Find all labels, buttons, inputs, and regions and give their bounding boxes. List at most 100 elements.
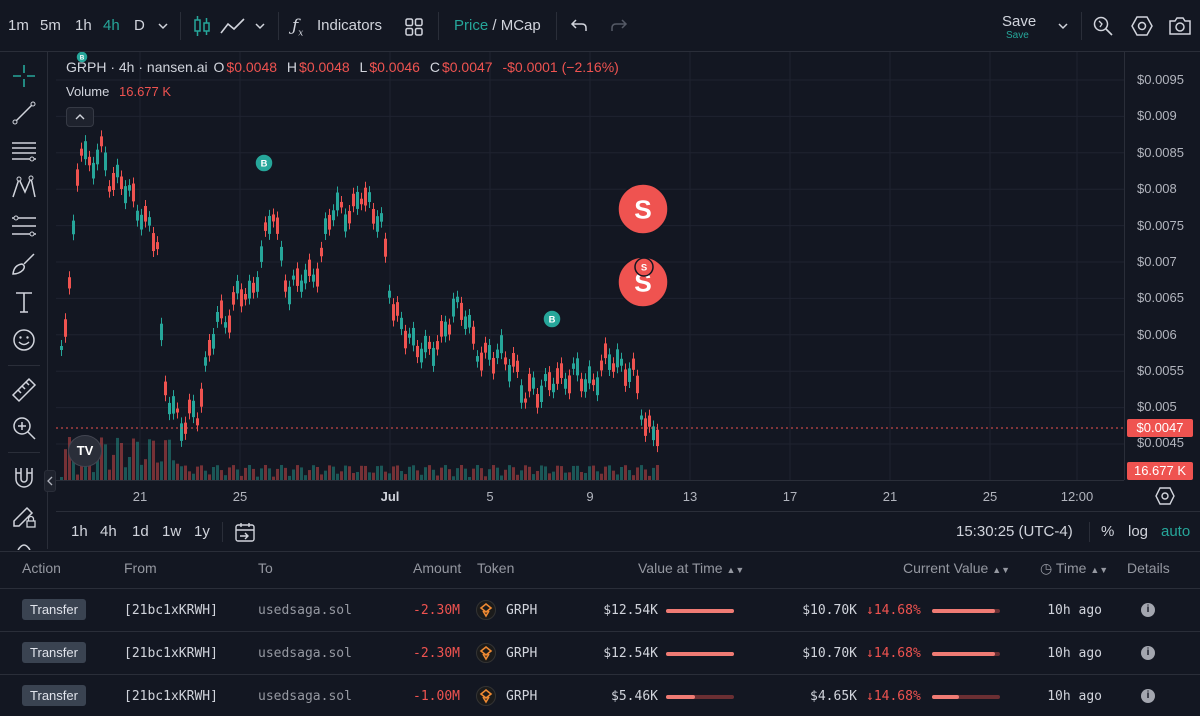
chevron-down-icon[interactable] <box>157 20 169 32</box>
range-1h[interactable]: 1h <box>71 523 88 540</box>
range-1y[interactable]: 1y <box>194 523 210 540</box>
candle <box>592 379 595 386</box>
volume-bar <box>212 466 215 480</box>
camera-icon[interactable] <box>1168 16 1192 36</box>
info-icon[interactable]: i <box>1141 646 1155 660</box>
token-symbol[interactable]: GRPH <box>506 603 538 618</box>
time-tick: 25 <box>982 489 998 504</box>
quick-search-icon[interactable] <box>1092 15 1114 37</box>
info-icon[interactable]: i <box>1141 603 1155 617</box>
pattern-icon[interactable] <box>10 174 38 202</box>
auto-scale-toggle[interactable]: auto <box>1161 523 1191 540</box>
interval-5m[interactable]: 5m <box>40 17 61 34</box>
transfer-action-button[interactable]: Transfer <box>22 642 86 663</box>
collapse-legend-button[interactable] <box>66 107 94 127</box>
candle <box>476 356 479 362</box>
volume-bar <box>164 440 167 480</box>
range-4h[interactable]: 4h <box>100 523 117 540</box>
candles-icon[interactable] <box>192 15 212 37</box>
current-value-bar <box>932 652 1000 656</box>
emoji-icon[interactable] <box>10 326 38 354</box>
chart-settings-icon[interactable] <box>1155 486 1175 506</box>
time-axis[interactable]: 21 25 Jul 5 9 13 17 21 25 12:00 <box>56 480 1124 510</box>
to-address[interactable]: usedsaga.sol <box>258 603 352 618</box>
tradingview-logo[interactable]: TV <box>68 435 102 467</box>
percent-scale-toggle[interactable]: % <box>1101 523 1115 540</box>
transfer-action-button[interactable]: Transfer <box>22 685 86 706</box>
candle <box>224 322 227 328</box>
zoom-in-icon[interactable] <box>10 414 38 442</box>
brush-icon[interactable] <box>10 250 38 278</box>
header-time[interactable]: ◷ Time ▲▼ <box>1040 560 1108 577</box>
interval-1h[interactable]: 1h <box>75 17 92 34</box>
undo-icon[interactable] <box>570 18 588 34</box>
from-address[interactable]: [21bc1xKRWH] <box>124 603 218 618</box>
info-icon[interactable]: i <box>1141 689 1155 703</box>
candle <box>316 268 319 287</box>
collapse-sidebar-button[interactable] <box>44 470 56 492</box>
goto-date-icon[interactable] <box>234 521 256 543</box>
from-address[interactable]: [21bc1xKRWH] <box>124 646 218 661</box>
open-value: $0.0048 <box>226 59 278 75</box>
ruler-icon[interactable] <box>10 376 38 404</box>
interval-1m[interactable]: 1m <box>8 17 29 34</box>
candle <box>372 208 375 224</box>
symbol-title[interactable]: GRPH · 4h · nansen.ai <box>66 59 208 75</box>
trend-line-icon[interactable] <box>10 99 38 127</box>
indicators-button[interactable]: Indicators <box>317 17 383 34</box>
price-mcap-toggle[interactable]: Price / MCap <box>454 17 541 34</box>
range-1d[interactable]: 1d <box>132 523 149 540</box>
candle <box>444 321 447 337</box>
chevron-down-icon[interactable] <box>1057 20 1069 32</box>
chevron-down-icon[interactable] <box>254 20 266 32</box>
settings-gear-icon[interactable] <box>1131 15 1153 37</box>
range-1w[interactable]: 1w <box>162 523 182 540</box>
to-address[interactable]: usedsaga.sol <box>258 646 352 661</box>
candle <box>256 277 259 292</box>
line-chart-icon[interactable] <box>220 16 246 36</box>
layout-grid-icon[interactable] <box>404 17 424 37</box>
lock-drawings-icon[interactable] <box>10 502 38 530</box>
volume-bar <box>384 471 387 480</box>
volume-bar <box>480 468 483 480</box>
header-value-at-time[interactable]: Value at Time ▲▼ <box>638 560 744 576</box>
candle <box>616 349 619 368</box>
price-option[interactable]: Price <box>454 17 489 34</box>
clock[interactable]: 15:30:25 (UTC-4) <box>956 523 1073 540</box>
projection-icon[interactable] <box>10 212 38 240</box>
to-address[interactable]: usedsaga.sol <box>258 689 352 704</box>
header-value-at-time-label: Value at Time <box>638 560 723 576</box>
header-current-value[interactable]: Current Value ▲▼ <box>903 560 1010 576</box>
magnet-icon[interactable] <box>10 464 38 492</box>
candle <box>532 377 535 389</box>
time-tick: 21 <box>132 489 148 504</box>
interval-4h[interactable]: 4h <box>103 17 120 34</box>
price-axis[interactable]: $0.0095 $0.009 $0.0085 $0.008 $0.0075 $0… <box>1124 52 1200 480</box>
candle <box>600 360 603 371</box>
interval-d[interactable]: D <box>134 17 145 34</box>
volume-bar <box>136 441 139 480</box>
fib-retracement-icon[interactable] <box>10 137 38 165</box>
text-tool-icon[interactable] <box>10 288 38 316</box>
redo-icon[interactable] <box>610 18 628 34</box>
mcap-option[interactable]: MCap <box>500 17 541 34</box>
token-symbol[interactable]: GRPH <box>506 689 538 704</box>
from-address[interactable]: [21bc1xKRWH] <box>124 689 218 704</box>
volume-bar <box>352 473 355 480</box>
candle <box>436 341 439 350</box>
transfer-action-button[interactable]: Transfer <box>22 599 86 620</box>
volume-bar <box>272 476 275 480</box>
token-symbol[interactable]: GRPH <box>506 646 538 661</box>
log-scale-toggle[interactable]: log <box>1128 523 1149 540</box>
table-row[interactable]: Transfer [21bc1xKRWH] usedsaga.sol -2.30M GR… <box>0 588 1200 631</box>
crosshair-icon[interactable] <box>10 62 38 90</box>
save-button[interactable]: Save <box>1002 13 1037 30</box>
function-icon[interactable]: ƒx <box>292 16 304 39</box>
volume-bar <box>160 461 163 480</box>
table-row[interactable]: Transfer [21bc1xKRWH] usedsaga.sol -2.30M GR… <box>0 631 1200 674</box>
table-row[interactable]: Transfer [21bc1xKRWH] usedsaga.sol -1.00M GR… <box>0 674 1200 716</box>
more-tools-icon[interactable] <box>10 540 38 550</box>
header-token: Token <box>477 560 515 576</box>
